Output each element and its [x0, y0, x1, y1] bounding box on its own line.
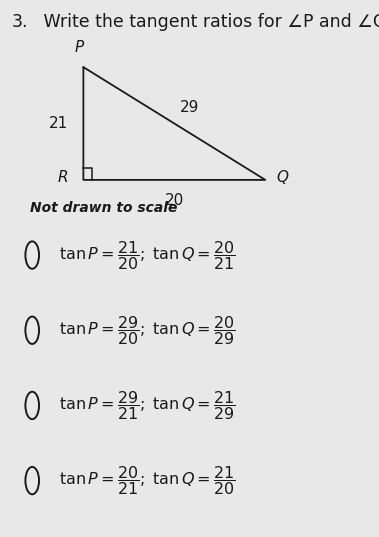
Text: Q: Q [276, 170, 288, 185]
Text: $\mathrm{tan}\,P = \dfrac{29}{21}$$;\;$$\mathrm{tan}\,Q = \dfrac{21}{29}$: $\mathrm{tan}\,P = \dfrac{29}{21}$$;\;$$… [59, 389, 235, 422]
Text: R: R [57, 170, 68, 185]
Text: Write the tangent ratios for ∠P and ∠Q.: Write the tangent ratios for ∠P and ∠Q. [38, 13, 379, 32]
Text: $\mathrm{tan}\,P = \dfrac{29}{20}$$;\;$$\mathrm{tan}\,Q = \dfrac{20}{29}$: $\mathrm{tan}\,P = \dfrac{29}{20}$$;\;$$… [59, 314, 235, 347]
Text: 29: 29 [180, 100, 199, 115]
Text: 20: 20 [165, 193, 184, 208]
Text: P: P [75, 40, 84, 55]
Text: $\mathrm{tan}\,P = \dfrac{20}{21}$$;\;$$\mathrm{tan}\,Q = \dfrac{21}{20}$: $\mathrm{tan}\,P = \dfrac{20}{21}$$;\;$$… [59, 464, 235, 497]
Text: 21: 21 [49, 116, 68, 131]
Text: Not drawn to scale: Not drawn to scale [30, 201, 178, 215]
Text: $\mathrm{tan}\,P = \dfrac{21}{20}$$;\;$$\mathrm{tan}\,Q = \dfrac{20}{21}$: $\mathrm{tan}\,P = \dfrac{21}{20}$$;\;$$… [59, 238, 235, 272]
Text: 3.: 3. [11, 13, 28, 32]
